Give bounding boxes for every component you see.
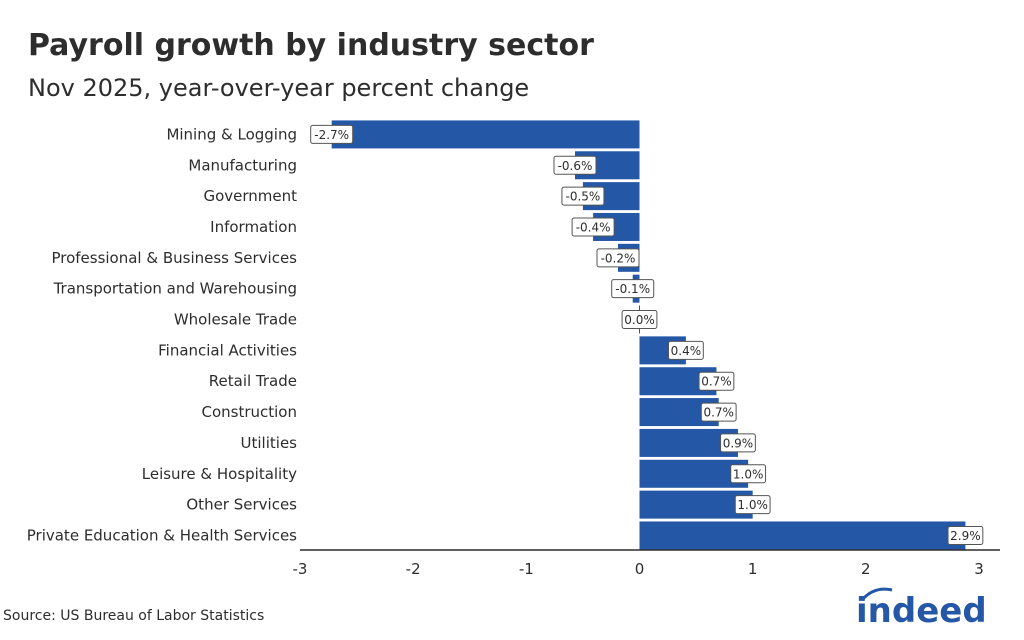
chart-title: Payroll growth by industry sector [28,28,594,63]
category-label: Retail Trade [209,372,297,390]
x-tick-label: 2 [861,560,871,578]
data-label: -0.6% [558,159,593,173]
x-tick-label: 0 [635,560,645,578]
data-label: 0.0% [624,313,655,327]
category-label: Transportation and Warehousing [53,280,297,298]
x-tick-label: 3 [974,560,984,578]
bar [331,120,640,149]
data-label-box [596,248,640,268]
data-label: -0.5% [566,190,601,204]
data-label: -2.7% [314,128,349,142]
chart-subtitle: Nov 2025, year-over-year percent change [28,74,530,102]
data-label-box [621,310,658,330]
category-label: Information [210,218,297,236]
x-tick-label: -2 [406,560,421,578]
data-label: 0.4% [671,344,702,358]
bar [639,490,753,519]
category-label: Manufacturing [188,156,297,174]
svg-text:indeed: indeed [856,591,987,631]
data-label-box [667,340,704,360]
data-label-box [571,217,615,237]
data-label-box [310,124,354,144]
data-label-box [553,155,597,175]
data-label: 1.0% [733,467,764,481]
category-label: Other Services [186,496,297,514]
data-label-box [734,495,771,515]
data-label: -0.2% [601,251,636,265]
data-label-box [698,371,735,391]
data-label-box [730,464,767,484]
category-label: Private Education & Health Services [27,526,297,544]
x-tick-label: -3 [293,560,308,578]
data-label-box [947,525,984,545]
bar [639,459,749,488]
category-label: Professional & Business Services [51,249,297,267]
bar [639,521,966,550]
data-label: 2.9% [950,529,981,543]
category-label: Leisure & Hospitality [142,465,297,483]
data-label: 0.9% [723,436,754,450]
bar-chart: Mining & Logging -2.7% Manufacturing -0.6% G… [27,120,1000,578]
indeed-logo: indeed [856,587,987,631]
category-label: Utilities [241,434,298,452]
data-label: -0.1% [615,282,650,296]
data-label-box [611,279,655,299]
category-label: Wholesale Trade [174,311,297,329]
x-tick-label: 1 [748,560,758,578]
category-label: Construction [201,403,297,421]
data-label: 0.7% [701,375,732,389]
data-label-box [561,186,605,206]
category-label: Government [203,187,297,205]
source-note: Source: US Bureau of Labor Statistics [3,608,265,624]
data-label-box [700,402,737,422]
data-label: -0.4% [576,220,611,234]
x-tick-label: -1 [519,560,534,578]
category-label: Financial Activities [158,341,297,359]
category-label: Mining & Logging [166,125,297,143]
data-label-box [720,433,756,453]
data-label: 1.0% [737,498,768,512]
data-label: 0.7% [703,406,734,420]
